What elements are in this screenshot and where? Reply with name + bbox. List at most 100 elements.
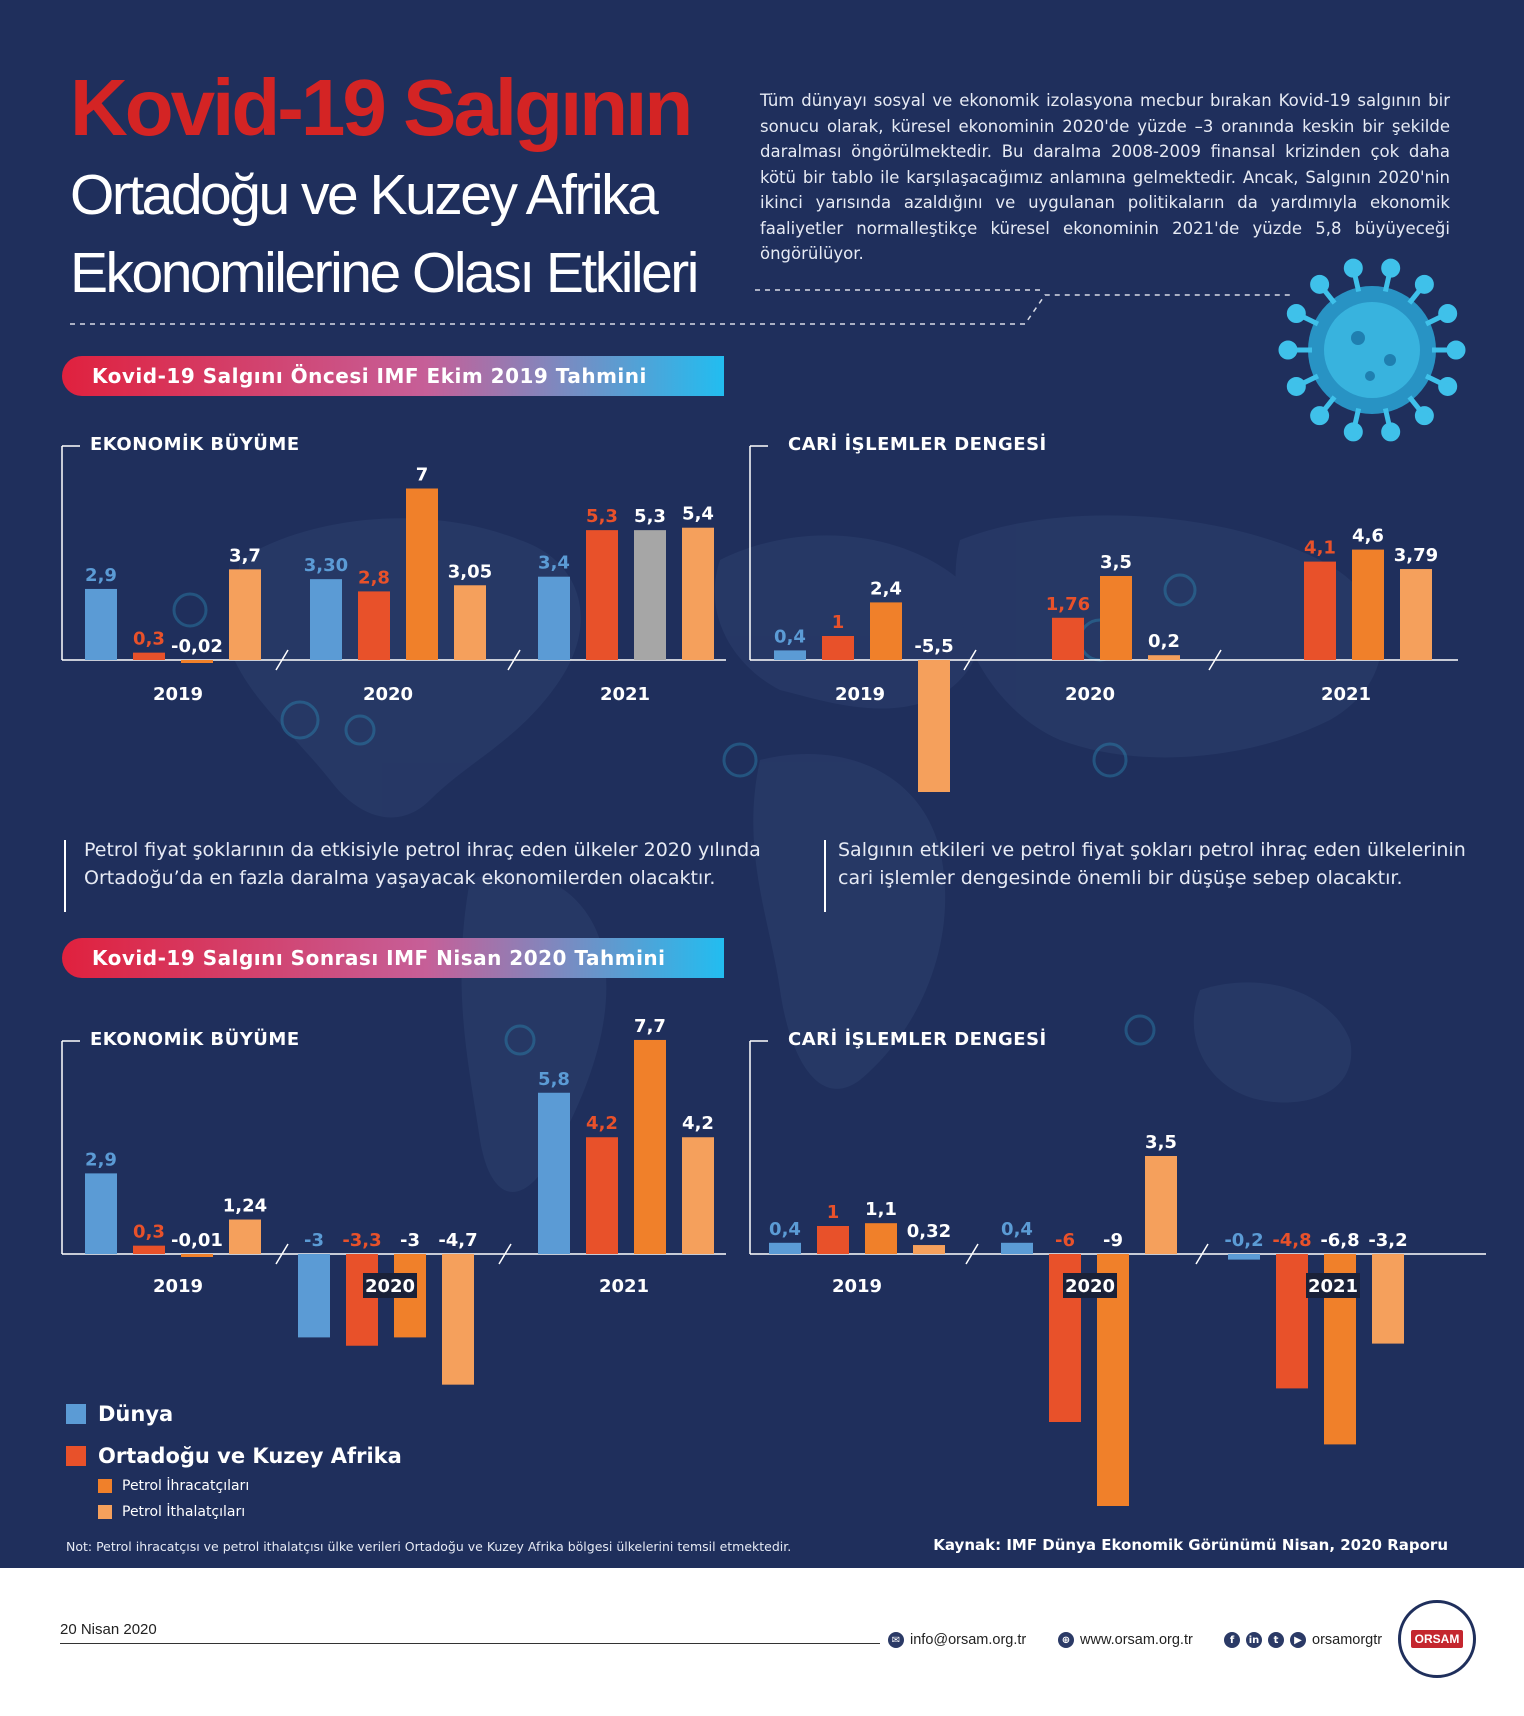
social-contact: f in t ▶ orsamorgtr: [1224, 1632, 1382, 1648]
subtitle-line-2: Ekonomilerine Olası Etkileri: [70, 241, 699, 305]
bar-2019-series-2: [870, 602, 902, 660]
email-text: info@orsam.org.tr: [910, 1632, 1027, 1648]
section-band-before: Kovid-19 Salgını Öncesi IMF Ekim 2019 Ta…: [62, 356, 724, 396]
bar-2019-series-2: [865, 1223, 897, 1254]
bar-2020-series-3: [1145, 1156, 1177, 1254]
group-separator: [507, 649, 521, 671]
data-label: 2,9: [85, 1149, 117, 1170]
bar-2021-series-3: [1372, 1254, 1404, 1344]
data-label: 5,3: [586, 506, 618, 527]
virus-spike-tip: [1343, 258, 1363, 278]
footer-divider: [60, 1643, 880, 1644]
chart-current-account-after: 0,4 1 1,1 0,32 2019 0,4 -6 -9 3,5 2020 -0,2 -4,8 -6,…: [749, 1040, 1486, 1506]
group-separator: [275, 649, 289, 671]
facebook-icon[interactable]: f: [1224, 1632, 1240, 1648]
data-label: 0,32: [907, 1221, 951, 1242]
legend-item-oil-exporters: Petrol İhracatçıları: [98, 1478, 402, 1494]
bar-2019-series-2: [181, 1254, 213, 1257]
virus-icon: [1278, 258, 1466, 442]
bar-2019-series-3: [229, 569, 261, 660]
data-label: 1: [827, 1202, 840, 1223]
legend-label-oil-exporters: Petrol İhracatçıları: [122, 1478, 250, 1494]
website-contact[interactable]: ⊕ www.orsam.org.tr: [1058, 1632, 1193, 1648]
data-label: 3,30: [304, 555, 348, 576]
category-label-2021: 2021: [599, 1276, 649, 1297]
bar-2021-series-3: [682, 527, 714, 660]
data-label: -4,8: [1272, 1230, 1311, 1251]
main-title: Kovid-19 Salgının: [70, 63, 693, 152]
data-label: 0,4: [1001, 1219, 1033, 1240]
virus-spike-tip: [1343, 422, 1363, 442]
bar-2019-series-1: [133, 1245, 165, 1254]
group-separator: [275, 1243, 289, 1265]
category-label-bg: [1063, 1273, 1117, 1298]
legend-swatch-world: [66, 1404, 86, 1424]
note-right-rule: [824, 840, 826, 912]
data-label: 4,2: [586, 1113, 618, 1134]
virus-spike-tip: [1414, 274, 1434, 294]
category-label-2020: 2020: [1065, 684, 1115, 705]
bar-2020-series-0: [1001, 1242, 1033, 1254]
group-separator: [963, 649, 977, 671]
data-label: -4,7: [438, 1230, 477, 1251]
virus-spike-tip: [1278, 340, 1298, 360]
data-label: 7,7: [634, 1016, 666, 1037]
bar-2020-series-2: [1100, 576, 1132, 660]
category-label-2019: 2019: [835, 684, 885, 705]
legend-swatch-mena: [66, 1446, 86, 1466]
source-citation: Kaynak: IMF Dünya Ekonomik Görünümü Nisa…: [933, 1536, 1448, 1554]
linkedin-icon[interactable]: in: [1246, 1632, 1262, 1648]
publish-date: 20 Nisan 2020: [60, 1621, 157, 1638]
group-separator: [498, 1243, 512, 1265]
group-separator: [1195, 1243, 1209, 1265]
data-label: 2,4: [870, 578, 902, 599]
bar-2019-series-3: [918, 660, 950, 792]
bar-2021-series-0: [538, 1092, 570, 1254]
bar-2020-series-3: [1148, 655, 1180, 660]
data-label: -9: [1103, 1230, 1123, 1251]
chart-growth-after: 2,9 0,3 -0,011,24 2019 -3 -3,3 -3 -4,7 2020 5,8 4,…: [61, 1016, 726, 1385]
bar-2020-series-0: [298, 1254, 330, 1338]
bar-2019-series-1: [822, 636, 854, 660]
legend-label-oil-importers: Petrol İthalatçıları: [122, 1504, 246, 1520]
bar-2019-series-0: [85, 588, 117, 660]
legend-item-world: Dünya: [66, 1402, 402, 1426]
chart-title-growth-after: EKONOMİK BÜYÜME: [90, 1029, 300, 1050]
youtube-icon[interactable]: ▶: [1290, 1632, 1306, 1648]
chart-title-growth-before: EKONOMİK BÜYÜME: [90, 434, 300, 455]
section-band-after: Kovid-19 Salgını Sonrası IMF Nisan 2020 …: [62, 938, 724, 978]
virus-spike-tip: [1381, 258, 1401, 278]
data-label: -3,2: [1368, 1230, 1407, 1251]
virus-spike-tip: [1286, 304, 1306, 324]
bar-2021-series-3: [682, 1137, 714, 1254]
data-label: 1: [832, 612, 845, 633]
category-label-2021: 2021: [600, 684, 650, 705]
data-label: 3,5: [1100, 552, 1132, 573]
legend-swatch-oil-exporters: [98, 1479, 112, 1493]
orsam-logo: ORSAM: [1398, 1600, 1476, 1678]
bar-2021-series-1: [1276, 1254, 1308, 1389]
website-text: www.orsam.org.tr: [1080, 1632, 1193, 1648]
data-label: -3,3: [342, 1230, 381, 1251]
twitter-icon[interactable]: t: [1268, 1632, 1284, 1648]
legend-swatch-oil-importers: [98, 1505, 112, 1519]
data-label: 5,3: [634, 506, 666, 527]
category-label-2019: 2019: [832, 1276, 882, 1297]
bar-2019-series-0: [774, 650, 806, 660]
data-label: -3: [400, 1230, 420, 1251]
data-label: 1,76: [1046, 594, 1090, 615]
legend-item-mena: Ortadoğu ve Kuzey Afrika: [66, 1444, 402, 1468]
category-label-2021: 2021: [1308, 1276, 1358, 1297]
dashed-divider: [70, 289, 1290, 325]
data-label: -6: [1055, 1230, 1075, 1251]
data-label: 3,7: [229, 545, 261, 566]
charts-layer: 2,9 0,3 -0,02 3,7 2019 3,30 2,8 7 3,05 2020 3,4 5,3…: [61, 445, 1486, 1506]
legend-label-world: Dünya: [98, 1402, 174, 1426]
virus-spike-tip: [1438, 376, 1458, 396]
data-label: 0,4: [769, 1219, 801, 1240]
data-label: 0,3: [133, 1222, 165, 1243]
category-label-2020: 2020: [365, 1276, 415, 1297]
bar-2021-series-3: [1400, 569, 1432, 660]
data-label: 1,1: [865, 1199, 897, 1220]
email-contact[interactable]: ✉ info@orsam.org.tr: [888, 1632, 1026, 1648]
